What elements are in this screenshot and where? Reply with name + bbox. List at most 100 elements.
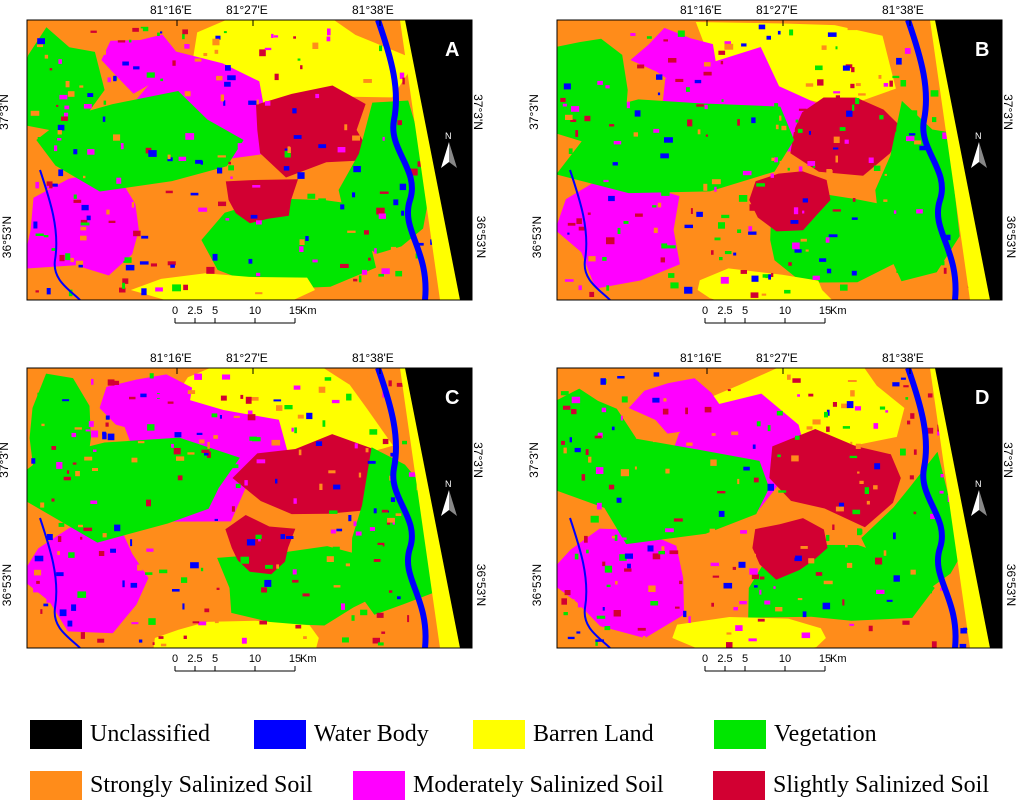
legend-label: Strongly Salinized Soil [90, 772, 313, 798]
scale-tick-label: 15 [819, 305, 831, 317]
north-label: N [445, 479, 452, 489]
scale-tick-label: 10 [779, 653, 791, 665]
panel-letter: C [445, 387, 459, 409]
legend-item-strongly-salinized: Strongly Salinized Soil [30, 771, 313, 800]
latitude-label-right: 37°3'N [1000, 442, 1015, 478]
legend-swatch-strongly-salinized [30, 771, 82, 800]
longitude-label: 81°38'E [352, 3, 394, 17]
unclassified-area [935, 368, 1002, 648]
legend-swatch-vegetation [714, 720, 766, 749]
panel-letter: A [445, 39, 459, 61]
map-panel-a: A N 0 2.5 5 10 15 Km 81°16'E 81°27'E 81°38'E 37°3'N… [0, 0, 500, 340]
unclassified-area [935, 20, 1002, 300]
longitude-label: 81°27'E [226, 3, 268, 17]
scale-tick-label: 15 [819, 653, 831, 665]
latitude-label-right: 37°3'N [1000, 94, 1015, 130]
longitude-label: 81°27'E [756, 351, 798, 365]
longitude-label: 81°16'E [680, 3, 722, 17]
legend-label: Water Body [314, 721, 429, 747]
legend-swatch-unclassified [30, 720, 82, 749]
legend-label: Moderately Salinized Soil [413, 772, 664, 798]
scale-tick-label: 15 [289, 653, 301, 665]
latitude-label-left: 36°53'N [0, 215, 15, 259]
scale-tick-label: 2.5 [187, 305, 202, 317]
longitude-label: 81°27'E [226, 351, 268, 365]
north-arrow-icon: N [971, 131, 987, 168]
latitude-label-right: 37°3'N [470, 94, 485, 130]
unclassified-area [405, 368, 472, 648]
longitude-label: 81°16'E [150, 351, 192, 365]
longitude-label: 81°16'E [680, 351, 722, 365]
longitude-label: 81°38'E [352, 351, 394, 365]
scale-tick-label: 0 [702, 653, 708, 665]
panel-letter: D [975, 387, 989, 409]
map-legend: Unclassified Water Body Barren Land Vege… [0, 700, 1024, 804]
map-panel-d: D N 0 2.5 5 10 15 Km 81°16'E 81°27'E 81°38'E 37°3'N… [526, 348, 1024, 688]
latitude-label-left: 36°53'N [530, 563, 545, 607]
legend-swatch-moderately-salinized [353, 771, 405, 800]
scale-tick-label: 0 [172, 305, 178, 317]
scale-tick-label: 5 [742, 305, 748, 317]
north-arrow-icon: N [441, 479, 457, 516]
scale-tick-label: 5 [742, 653, 748, 665]
north-label: N [445, 131, 452, 141]
legend-swatch-water-body [254, 720, 306, 749]
legend-item-water-body: Water Body [254, 720, 429, 749]
legend-label: Slightly Salinized Soil [773, 772, 990, 798]
scale-tick-label: 15 [289, 305, 301, 317]
scale-tick-label: 10 [249, 305, 261, 317]
legend-item-slightly-salinized: Slightly Salinized Soil [713, 771, 989, 800]
north-label: N [975, 479, 982, 489]
legend-item-unclassified: Unclassified [30, 720, 210, 749]
panel-letter: B [975, 39, 989, 61]
scale-tick-label: 2.5 [187, 653, 202, 665]
scale-tick-label: 10 [779, 305, 791, 317]
latitude-label-left: 36°53'N [0, 563, 15, 607]
longitude-label: 81°16'E [150, 3, 192, 17]
latitude-label-right: 36°53'N [474, 563, 489, 607]
latitude-label-left: 36°53'N [530, 215, 545, 259]
map-panel-b: B N 0 2.5 5 10 15 Km 81°16'E 81°27'E 81°38'E 37°3'N… [526, 0, 1024, 340]
legend-swatch-barren-land [473, 720, 525, 749]
latitude-label-right: 37°3'N [470, 442, 485, 478]
scale-unit: Km [300, 653, 317, 665]
latitude-label-left: 37°3'N [0, 94, 11, 130]
latitude-label-right: 36°53'N [474, 215, 489, 259]
scale-tick-label: 0 [172, 653, 178, 665]
legend-item-barren-land: Barren Land [473, 720, 654, 749]
north-arrow-icon: N [971, 479, 987, 516]
scale-tick-label: 2.5 [717, 305, 732, 317]
map-panel-c: C N 0 2.5 5 10 15 Km 81°16'E 81°27'E 81°38'E 37°3'N… [0, 348, 500, 688]
scale-tick-label: 5 [212, 305, 218, 317]
scale-unit: Km [830, 653, 847, 665]
latitude-label-left: 37°3'N [0, 442, 11, 478]
unclassified-area [405, 20, 472, 300]
latitude-label-left: 37°3'N [526, 442, 541, 478]
north-arrow-icon: N [441, 131, 457, 168]
longitude-label: 81°27'E [756, 3, 798, 17]
legend-label: Vegetation [774, 721, 877, 747]
latitude-label-left: 37°3'N [526, 94, 541, 130]
scale-tick-label: 5 [212, 653, 218, 665]
longitude-label: 81°38'E [882, 351, 924, 365]
longitude-label: 81°38'E [882, 3, 924, 17]
legend-swatch-slightly-salinized [713, 771, 765, 800]
legend-label: Unclassified [90, 721, 210, 747]
scale-unit: Km [830, 305, 847, 317]
legend-label: Barren Land [533, 721, 654, 747]
scale-unit: Km [300, 305, 317, 317]
latitude-label-right: 36°53'N [1004, 215, 1019, 259]
scale-tick-label: 2.5 [717, 653, 732, 665]
scale-tick-label: 0 [702, 305, 708, 317]
latitude-label-right: 36°53'N [1004, 563, 1019, 607]
legend-item-vegetation: Vegetation [714, 720, 877, 749]
north-label: N [975, 131, 982, 141]
